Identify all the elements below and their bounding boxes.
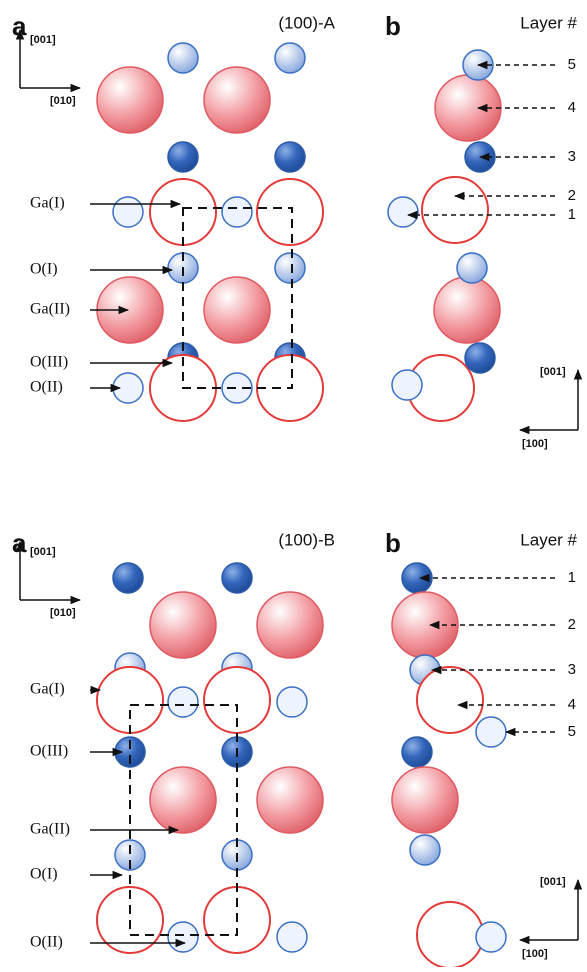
atom [277, 687, 307, 717]
content: a(100)-A[001][010]Ga(I)O(I)Ga(II)O(III)O… [12, 11, 578, 967]
label: O(II) [30, 934, 63, 951]
label: O(II) [30, 379, 63, 396]
label: [001] [30, 546, 56, 558]
atom [417, 667, 483, 733]
label: [001] [540, 366, 566, 378]
atom [97, 667, 163, 733]
atom [434, 277, 500, 343]
atom [457, 253, 487, 283]
atom [410, 835, 440, 865]
atom [113, 563, 143, 593]
label: b [385, 528, 401, 558]
label: b [385, 11, 401, 41]
atom [392, 592, 458, 658]
label: Layer # [520, 13, 577, 32]
label: (100)-B [278, 530, 335, 549]
label: Ga(II) [30, 821, 70, 838]
label: [001] [30, 34, 56, 46]
atom [204, 277, 270, 343]
atom [465, 343, 495, 373]
atom [257, 592, 323, 658]
label: 1 [568, 569, 576, 586]
label: Ga(I) [30, 681, 65, 698]
atom [275, 43, 305, 73]
atom [222, 197, 252, 227]
label: O(III) [30, 743, 68, 760]
label: 3 [568, 661, 576, 678]
atom [388, 197, 418, 227]
label: [010] [50, 95, 76, 107]
label: 2 [568, 616, 576, 633]
label: 3 [568, 148, 576, 165]
label: O(III) [30, 354, 68, 371]
atom [150, 767, 216, 833]
atom [204, 67, 270, 133]
label: 1 [568, 206, 576, 223]
atom [422, 177, 488, 243]
label: [100] [522, 948, 548, 960]
label: 4 [568, 696, 576, 713]
atom [392, 767, 458, 833]
label: 5 [568, 56, 576, 73]
diagram: a(100)-A[001][010]Ga(I)O(I)Ga(II)O(III)O… [0, 0, 587, 967]
atom [168, 922, 198, 952]
atom [277, 922, 307, 952]
atom [113, 197, 143, 227]
atom [168, 43, 198, 73]
atom [402, 737, 432, 767]
atom [392, 370, 422, 400]
atom [476, 922, 506, 952]
atom [275, 142, 305, 172]
atom [476, 717, 506, 747]
atom [257, 767, 323, 833]
label: 5 [568, 723, 576, 740]
atom [150, 592, 216, 658]
atom [97, 67, 163, 133]
label: [100] [522, 438, 548, 450]
atom [275, 253, 305, 283]
atom [222, 563, 252, 593]
label: O(I) [30, 866, 58, 883]
label: Ga(I) [30, 195, 65, 212]
atom [168, 687, 198, 717]
label: Ga(II) [30, 301, 70, 318]
label: 2 [568, 187, 576, 204]
label: Layer # [520, 530, 577, 549]
label: [010] [50, 607, 76, 619]
label: 4 [568, 99, 576, 116]
atom [417, 902, 483, 967]
label: (100)-A [278, 13, 335, 32]
label: O(I) [30, 261, 58, 278]
atom [168, 142, 198, 172]
atom [257, 179, 323, 245]
label: [001] [540, 876, 566, 888]
